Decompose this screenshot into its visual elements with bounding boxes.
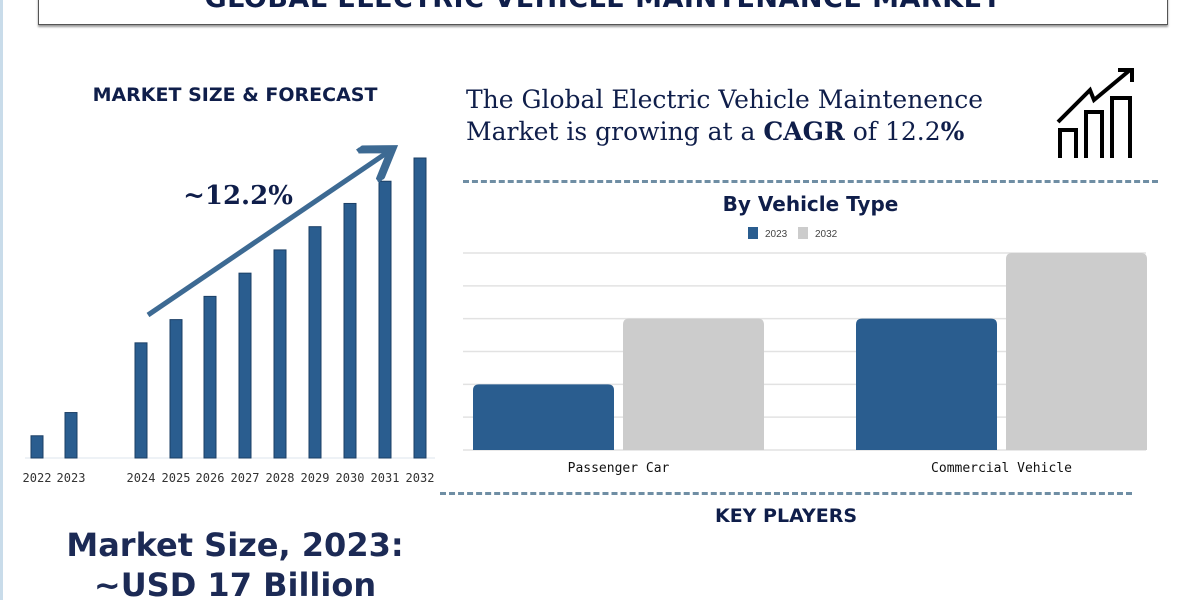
tick-label-2032: 2032 [406, 471, 435, 485]
bar-2029 [308, 226, 322, 459]
divider-top [463, 180, 1158, 183]
cagr-bold: CAGR [763, 117, 845, 146]
left-border [0, 0, 3, 600]
divider-bottom [440, 492, 1132, 495]
legend-swatch-2023 [748, 227, 758, 239]
tick-label-2024: 2024 [127, 471, 156, 485]
bar-2022 [30, 435, 44, 459]
cagr-value: of 12.2 [844, 117, 941, 146]
tick-label-2029: 2029 [301, 471, 330, 485]
market-size-forecast-heading: MARKET SIZE & FORECAST [92, 84, 378, 106]
tick-label-2030: 2030 [336, 471, 365, 485]
category-label: Commercial Vehicle [931, 461, 1072, 476]
tick-label-2031: 2031 [371, 471, 400, 485]
key-players-heading: KEY PLAYERS [714, 505, 858, 527]
legend-label-2032: 2032 [815, 229, 838, 240]
bar-2031 [378, 180, 392, 459]
bar-commercial-vehicle-2032 [1006, 253, 1147, 450]
trend-arrow [146, 152, 388, 318]
cagr-text: The Global Electric Vehicle Maintenence … [466, 85, 983, 146]
tick-label-2023: 2023 [57, 471, 86, 485]
legend-swatch-2032 [798, 227, 808, 239]
category-label: Passenger Car [568, 461, 670, 476]
bar-2026 [203, 295, 217, 459]
tick-label-2025: 2025 [162, 471, 191, 485]
market-size-2023: Market Size, 2023: ~USD 17 Billion [0, 525, 470, 605]
bar-2027 [238, 272, 252, 459]
by-vehicle-type-title: By Vehicle Type [722, 192, 899, 216]
bar-2028 [273, 249, 287, 459]
growth-label: ~12.2% [183, 181, 293, 211]
page-title: GLOBAL ELECTRIC VEHICLE MAINTENANCE MARK… [204, 0, 1001, 14]
bar-commercial-vehicle-2023 [856, 318, 997, 450]
vehicle-type-bar-chart: 2023 2032 Passenger Car Commercial Vehicle [463, 227, 1147, 476]
tick-label-2026: 2026 [196, 471, 225, 485]
legend-label-2023: 2023 [765, 229, 788, 240]
title-box: GLOBAL ELECTRIC VEHICLE MAINTENANCE MARK… [38, 0, 1168, 25]
bar-2025 [169, 319, 183, 459]
bar-2023 [64, 412, 78, 459]
bar-passenger-car-2032 [623, 318, 764, 450]
bar-2032 [413, 157, 427, 459]
cagr-statement: The Global Electric Vehicle Maintenence … [466, 84, 1026, 148]
cagr-pct: % [940, 117, 965, 146]
growth-chart-icon [1056, 68, 1134, 158]
bar-2024 [134, 342, 148, 459]
tick-label-2027: 2027 [231, 471, 260, 485]
tick-label-2022: 2022 [23, 471, 52, 485]
tick-label-2028: 2028 [266, 471, 295, 485]
bar-2030 [343, 202, 357, 459]
forecast-bar-chart: 2022 2023 2024 2025 2026 2027 2028 2029 2030 2031… [23, 140, 435, 485]
market-size-line1: Market Size, 2023: [66, 526, 404, 564]
bar-passenger-car-2023 [473, 384, 614, 450]
market-size-line2: ~USD 17 Billion [93, 566, 377, 604]
